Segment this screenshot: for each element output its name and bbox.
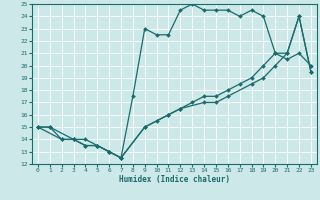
X-axis label: Humidex (Indice chaleur): Humidex (Indice chaleur)	[119, 175, 230, 184]
